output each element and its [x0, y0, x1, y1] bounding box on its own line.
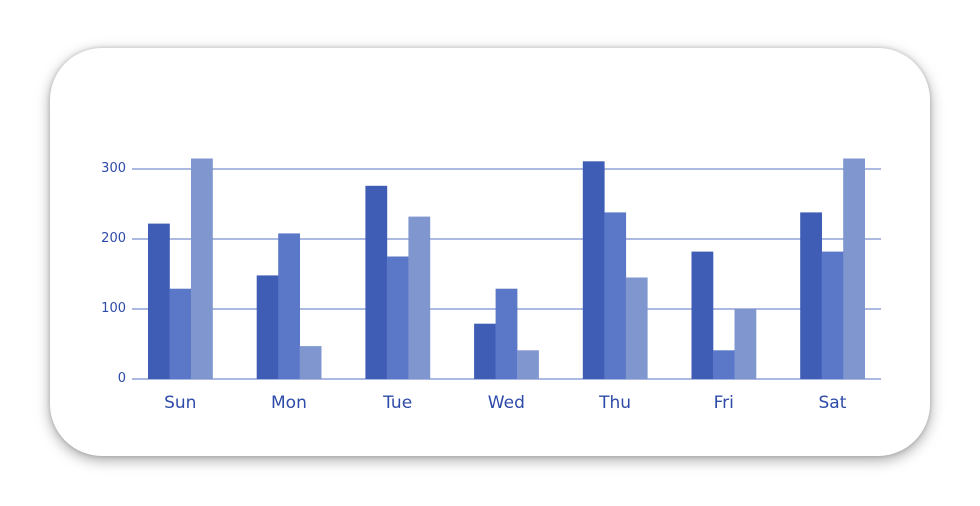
bar-sat-1 [800, 212, 822, 379]
bar-mon-2 [278, 233, 300, 379]
bar-thu-1 [582, 161, 605, 379]
x-tick-label: Fri [714, 393, 734, 413]
y-tick-label: 100 [101, 301, 126, 316]
x-tick-label: Wed [488, 393, 525, 413]
bar-sun-2 [169, 288, 192, 379]
x-tick-label: Sat [819, 393, 847, 413]
bar-fri-1 [691, 251, 714, 379]
bar-thu-2 [604, 212, 627, 379]
bar-sun-3 [191, 158, 213, 379]
bar-wed-1 [474, 323, 496, 379]
x-tick-label: Mon [271, 393, 307, 413]
x-tick-labels: Sun Mon Tue Wed Thu Fri Sat [164, 393, 847, 413]
bar-sun-1 [148, 223, 170, 379]
bars [148, 158, 865, 379]
bar-wed-2 [495, 288, 518, 379]
bar-sat-3 [843, 158, 865, 379]
bar-sat-2 [821, 251, 844, 379]
bar-mon-3 [299, 346, 322, 379]
y-tick-label: 0 [118, 371, 126, 386]
y-tick-label: 200 [101, 231, 126, 246]
x-tick-label: Sun [164, 393, 196, 413]
bar-tue-3 [408, 216, 431, 379]
x-tick-label: Thu [598, 393, 631, 413]
bar-mon-1 [256, 275, 279, 379]
bar-thu-3 [625, 277, 648, 379]
bar-wed-3 [517, 350, 539, 379]
bar-tue-2 [386, 256, 409, 379]
x-tick-label: Tue [382, 393, 412, 413]
y-tick-labels: 0 100 200 300 [101, 161, 126, 386]
bar-fri-2 [713, 350, 735, 379]
bar-fri-3 [734, 309, 757, 379]
y-tick-label: 300 [101, 161, 126, 176]
bar-tue-1 [365, 185, 388, 379]
